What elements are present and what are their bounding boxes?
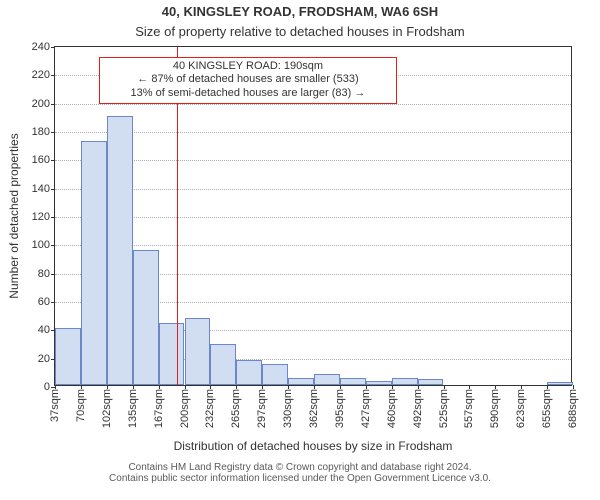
- histogram-bar: [262, 364, 288, 385]
- histogram-bar: [340, 378, 366, 385]
- histogram-bar: [210, 344, 236, 385]
- y-tick-label: 60: [38, 296, 55, 308]
- y-tick-label: 240: [32, 41, 55, 53]
- x-tick-label: 623sqm: [515, 389, 527, 428]
- histogram-bar: [392, 378, 418, 385]
- histogram-bar: [418, 379, 444, 385]
- histogram-bar: [366, 381, 392, 385]
- footer-line-2: Contains public sector information licen…: [0, 473, 600, 484]
- histogram-bar: [236, 360, 262, 386]
- x-tick-label: 688sqm: [567, 389, 579, 428]
- histogram-bar: [55, 328, 81, 385]
- x-axis-label: Distribution of detached houses by size …: [174, 439, 453, 453]
- plot-area: 02040608010012014016018020022024037sqm70…: [54, 46, 572, 386]
- attribution-footer: Contains HM Land Registry data © Crown c…: [0, 462, 600, 484]
- y-tick-label: 140: [32, 183, 55, 195]
- y-tick-label: 100: [32, 239, 55, 251]
- histogram-bar: [288, 378, 314, 385]
- annotation-line: 40 KINGSLEY ROAD: 190sqm: [106, 60, 390, 74]
- histogram-bar: [107, 116, 133, 385]
- x-tick-label: 557sqm: [463, 389, 475, 428]
- x-tick-label: 330sqm: [282, 389, 294, 428]
- histogram-bar: [185, 318, 211, 385]
- annotation-line: 13% of semi-detached houses are larger (…: [106, 87, 390, 101]
- y-tick-label: 220: [32, 69, 55, 81]
- x-tick-label: 297sqm: [256, 389, 268, 428]
- x-tick-label: 70sqm: [75, 389, 87, 422]
- x-tick-label: 427sqm: [360, 389, 372, 428]
- x-tick-label: 37sqm: [49, 389, 61, 422]
- y-tick-label: 20: [38, 353, 55, 365]
- x-tick-label: 265sqm: [230, 389, 242, 428]
- x-tick-label: 362sqm: [308, 389, 320, 428]
- y-tick-label: 120: [32, 211, 55, 223]
- x-tick-label: 460sqm: [386, 389, 398, 428]
- chart-root: 40, KINGSLEY ROAD, FRODSHAM, WA6 6SH Siz…: [0, 0, 600, 500]
- histogram-bar: [81, 141, 107, 385]
- x-tick-label: 525sqm: [438, 389, 450, 428]
- chart-title: 40, KINGSLEY ROAD, FRODSHAM, WA6 6SH: [0, 4, 600, 19]
- x-tick-label: 492sqm: [412, 389, 424, 428]
- chart-subtitle: Size of property relative to detached ho…: [0, 24, 600, 39]
- x-tick-label: 135sqm: [127, 389, 139, 428]
- x-tick-label: 167sqm: [153, 389, 165, 428]
- x-tick-label: 102sqm: [101, 389, 113, 428]
- y-axis-label: Number of detached properties: [7, 133, 21, 298]
- annotation-box: 40 KINGSLEY ROAD: 190sqm← 87% of detache…: [99, 57, 397, 104]
- x-tick-label: 655sqm: [541, 389, 553, 428]
- y-tick-label: 160: [32, 154, 55, 166]
- y-tick-label: 180: [32, 126, 55, 138]
- y-tick-label: 200: [32, 98, 55, 110]
- x-tick-label: 590sqm: [489, 389, 501, 428]
- annotation-line: ← 87% of detached houses are smaller (53…: [106, 73, 390, 87]
- histogram-bar: [314, 374, 340, 385]
- x-tick-label: 200sqm: [179, 389, 191, 428]
- x-tick-label: 395sqm: [334, 389, 346, 428]
- histogram-bar: [133, 250, 159, 385]
- y-tick-label: 80: [38, 268, 55, 280]
- x-tick-label: 232sqm: [204, 389, 216, 428]
- histogram-bar: [547, 382, 573, 385]
- y-tick-label: 40: [38, 324, 55, 336]
- gridline: [55, 104, 571, 105]
- footer-line-1: Contains HM Land Registry data © Crown c…: [0, 462, 600, 473]
- histogram-bar: [159, 323, 185, 385]
